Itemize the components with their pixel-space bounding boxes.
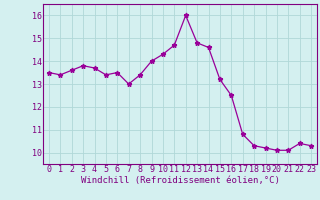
X-axis label: Windchill (Refroidissement éolien,°C): Windchill (Refroidissement éolien,°C) <box>81 176 279 185</box>
